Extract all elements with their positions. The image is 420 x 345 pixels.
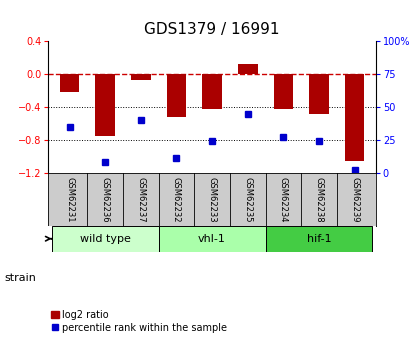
Text: strain: strain [4, 273, 36, 283]
Bar [265, 226, 373, 252]
Text: GSM62236: GSM62236 [101, 177, 110, 223]
Text: GSM62238: GSM62238 [315, 177, 323, 223]
Bar [202, 74, 222, 109]
Bar [131, 74, 151, 80]
Text: GSM62239: GSM62239 [350, 177, 359, 223]
Bar [52, 226, 159, 252]
Text: GSM62234: GSM62234 [279, 177, 288, 223]
Text: GSM62237: GSM62237 [136, 177, 145, 223]
Bar [238, 65, 257, 74]
Text: GSM62233: GSM62233 [207, 177, 217, 223]
Text: vhl-1: vhl-1 [198, 234, 226, 244]
Title: GDS1379 / 16991: GDS1379 / 16991 [144, 22, 280, 38]
Text: hif-1: hif-1 [307, 234, 331, 244]
Bar [60, 74, 79, 92]
Bar [345, 74, 364, 161]
Bar [95, 74, 115, 136]
Text: wild type: wild type [80, 234, 131, 244]
Bar [167, 74, 186, 117]
Bar [159, 226, 265, 252]
Text: GSM62232: GSM62232 [172, 177, 181, 223]
Text: GSM62235: GSM62235 [243, 177, 252, 223]
Bar [309, 74, 329, 114]
Text: GSM62231: GSM62231 [65, 177, 74, 223]
Bar [273, 74, 293, 109]
Legend: log2 ratio, percentile rank within the sample: log2 ratio, percentile rank within the s… [47, 306, 231, 337]
